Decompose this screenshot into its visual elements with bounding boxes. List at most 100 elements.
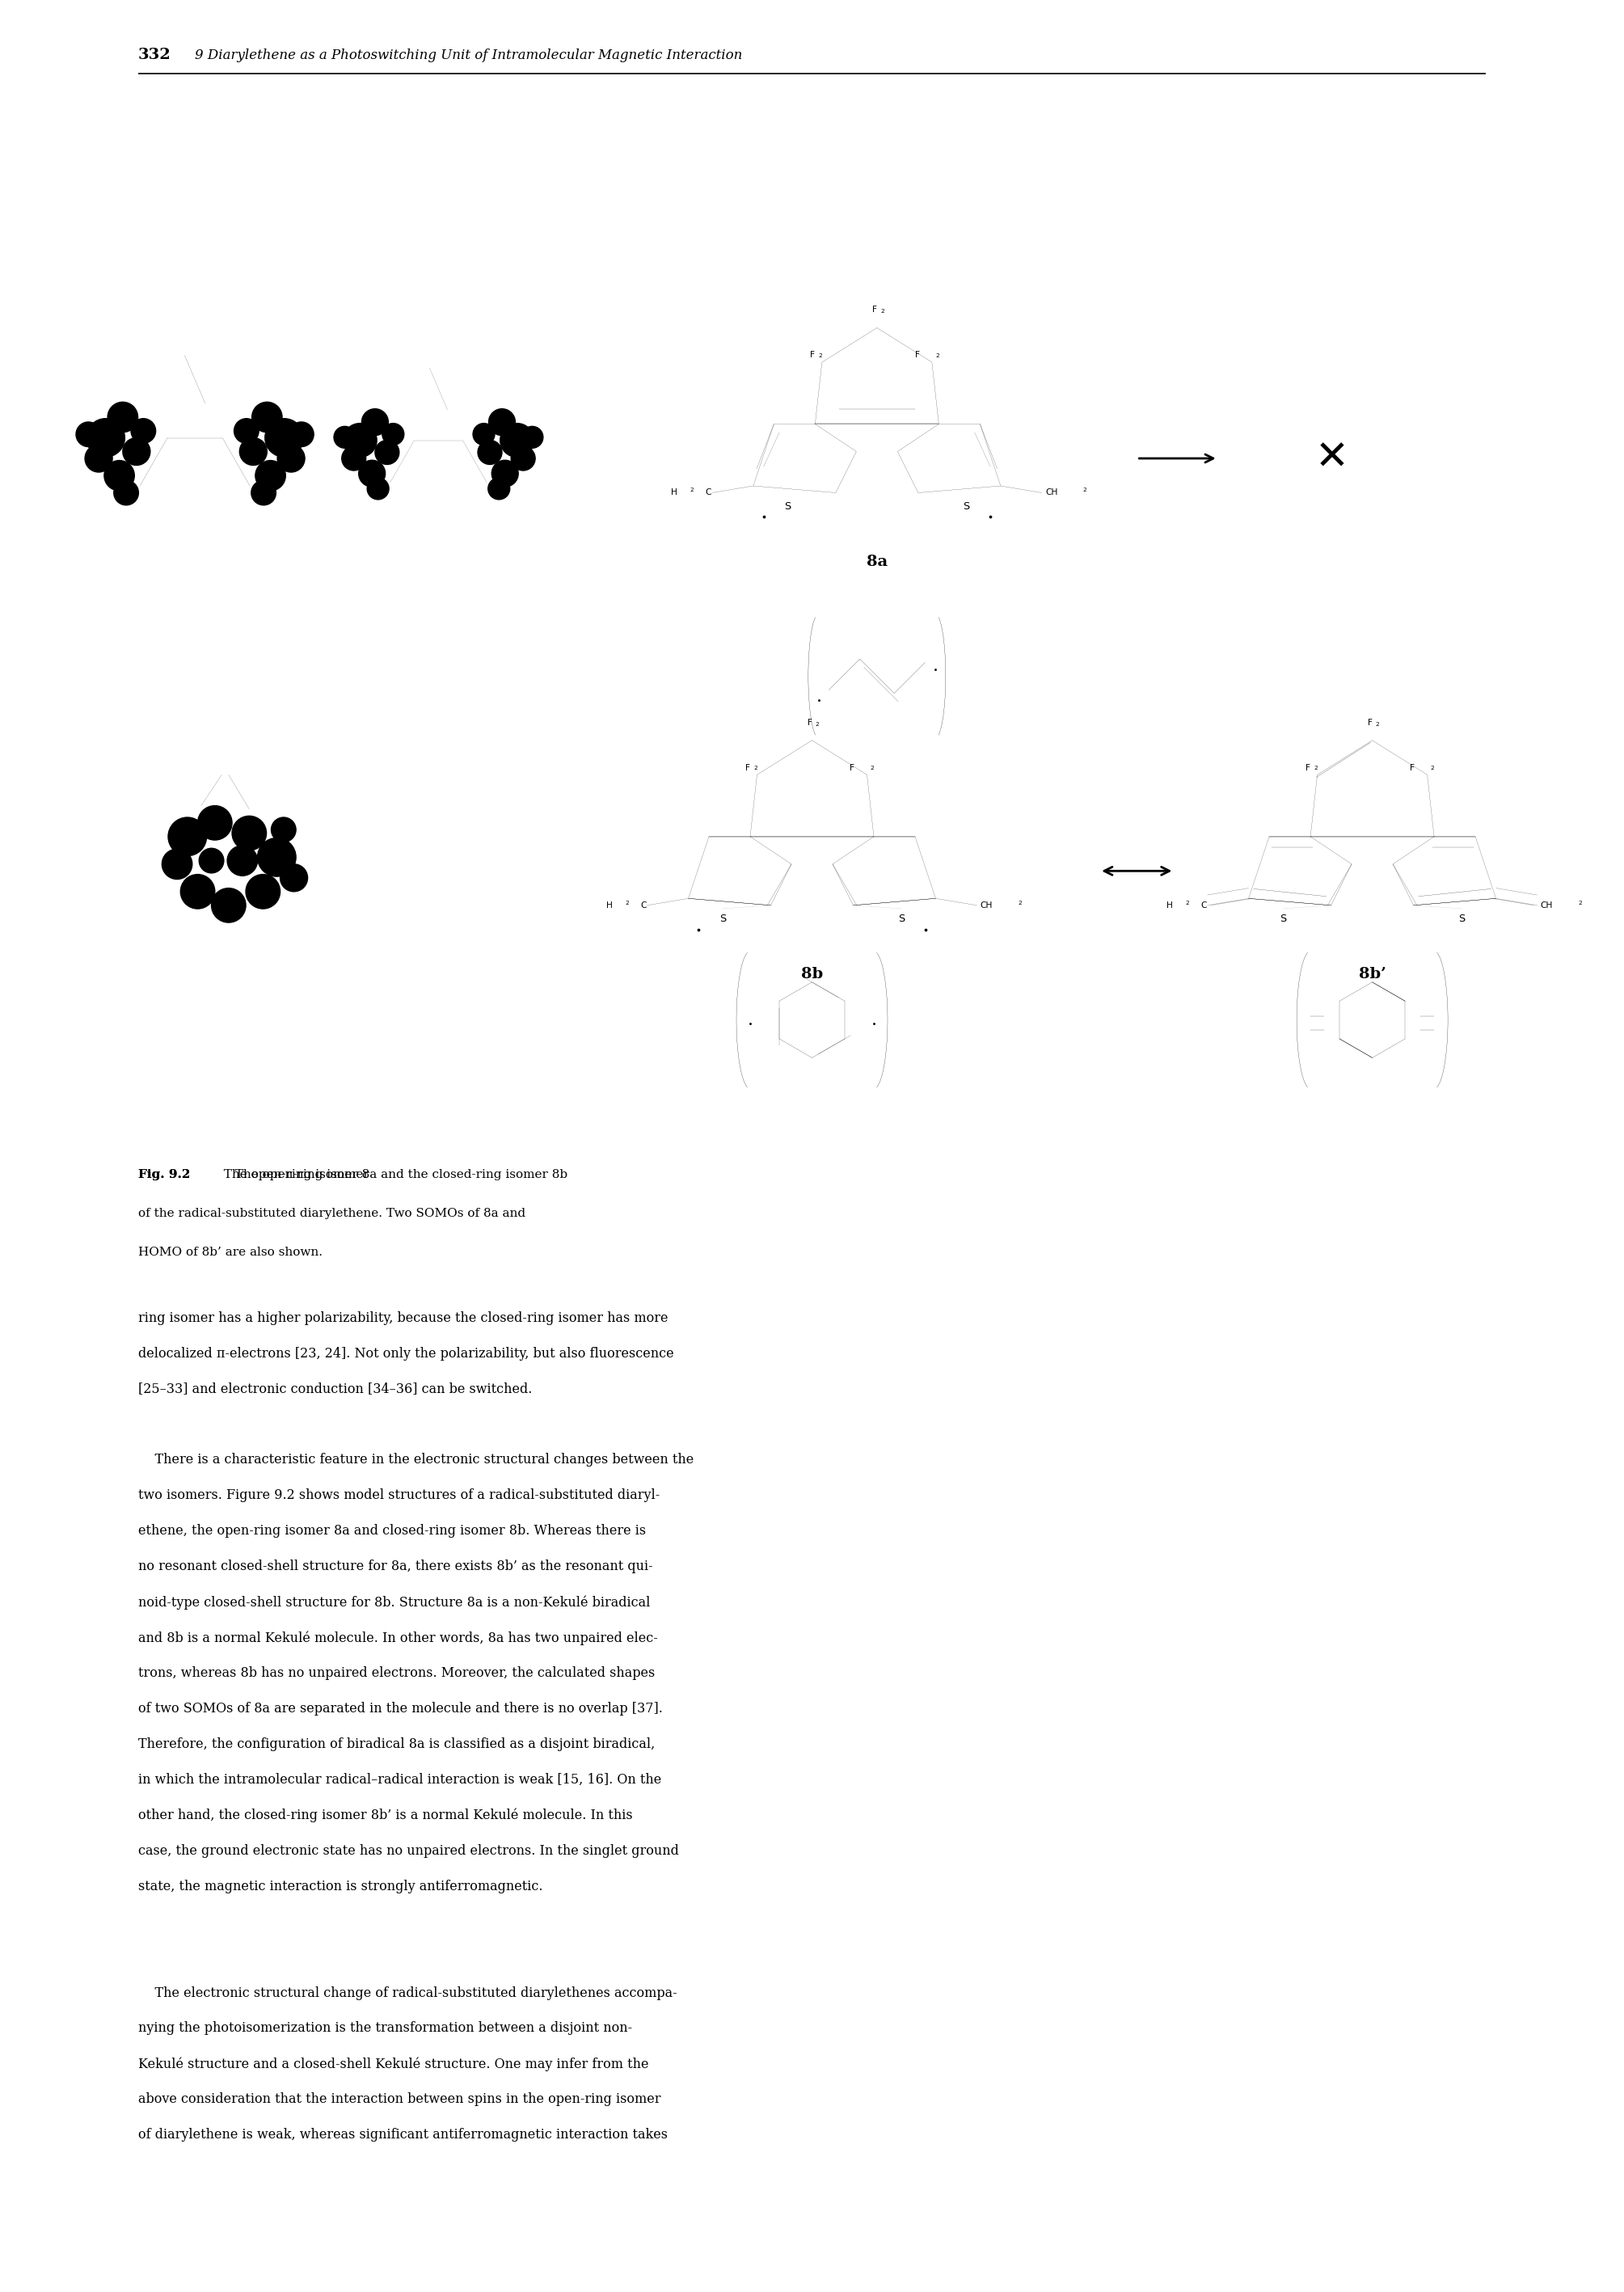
Text: S: S: [784, 502, 791, 511]
Circle shape: [211, 887, 245, 921]
Circle shape: [489, 477, 510, 500]
Text: 332: 332: [138, 48, 171, 62]
Circle shape: [375, 440, 400, 465]
Circle shape: [289, 422, 313, 447]
Circle shape: [278, 445, 305, 472]
Circle shape: [362, 408, 388, 435]
Text: F: F: [807, 720, 812, 727]
Circle shape: [281, 864, 307, 892]
Text: CH: CH: [1541, 901, 1553, 910]
Text: 2: 2: [1431, 766, 1434, 770]
Text: 2: 2: [935, 353, 939, 358]
Text: F: F: [914, 351, 919, 360]
Text: of diarylethene is weak, whereas significant antiferromagnetic interaction takes: of diarylethene is weak, whereas signifi…: [138, 2127, 667, 2141]
Circle shape: [104, 461, 135, 490]
Text: 2: 2: [880, 309, 883, 314]
Text: S: S: [1280, 915, 1286, 924]
Text: and 8b is a normal Kekulé molecule. In other words, 8a has two unpaired elec-: and 8b is a normal Kekulé molecule. In o…: [138, 1630, 658, 1646]
Circle shape: [265, 419, 304, 456]
Circle shape: [84, 445, 112, 472]
Text: 2: 2: [625, 901, 628, 905]
Text: F: F: [1367, 720, 1372, 727]
Circle shape: [341, 447, 365, 470]
Text: F: F: [1410, 763, 1415, 772]
Circle shape: [252, 401, 283, 433]
Text: two isomers. Figure 9.2 shows model structures of a radical-substituted diaryl-: two isomers. Figure 9.2 shows model stru…: [138, 1490, 659, 1501]
Circle shape: [198, 807, 232, 841]
Text: nying the photoisomerization is the transformation between a disjoint non-: nying the photoisomerization is the tran…: [138, 2022, 632, 2035]
Text: 2: 2: [1018, 901, 1021, 905]
Circle shape: [234, 419, 258, 442]
Text: F: F: [810, 351, 815, 360]
Circle shape: [382, 424, 404, 445]
Text: C: C: [640, 901, 646, 910]
Circle shape: [489, 408, 515, 435]
Text: noid-type closed-shell structure for 8b. Structure 8a is a non-Kekulé biradical: noid-type closed-shell structure for 8b.…: [138, 1595, 650, 1609]
Text: 2: 2: [1186, 901, 1189, 905]
Text: 2: 2: [818, 353, 822, 358]
Circle shape: [500, 424, 534, 456]
Text: 2: 2: [1083, 488, 1086, 493]
Circle shape: [227, 846, 258, 876]
Text: 2: 2: [815, 722, 818, 727]
Circle shape: [521, 426, 542, 449]
Circle shape: [114, 481, 138, 504]
Circle shape: [200, 848, 224, 873]
Circle shape: [335, 426, 356, 449]
Text: of the radical-substituted diarylethene. Two SOMOs of 8a and: of the radical-substituted diarylethene.…: [138, 1208, 525, 1219]
Circle shape: [512, 447, 536, 470]
Text: F: F: [1306, 763, 1311, 772]
Text: Fig. 9.2: Fig. 9.2: [138, 1169, 190, 1180]
Circle shape: [162, 848, 192, 880]
Circle shape: [123, 438, 149, 465]
Text: CH: CH: [981, 901, 992, 910]
Text: C: C: [705, 488, 711, 497]
Text: delocalized π-electrons [23, 24]. Not only the polarizability, but also fluoresc: delocalized π-electrons [23, 24]. Not on…: [138, 1345, 674, 1359]
Circle shape: [252, 481, 276, 504]
Text: 8b’: 8b’: [1359, 967, 1385, 981]
Text: ✕: ✕: [1315, 440, 1348, 477]
Circle shape: [132, 419, 156, 442]
Circle shape: [232, 816, 266, 850]
Text: state, the magnetic interaction is strongly antiferromagnetic.: state, the magnetic interaction is stron…: [138, 1879, 542, 1893]
Circle shape: [86, 419, 125, 456]
Text: 2: 2: [1314, 766, 1317, 770]
Text: Kekulé structure and a closed-shell Kekulé structure. One may infer from the: Kekulé structure and a closed-shell Keku…: [138, 2058, 648, 2072]
Text: CH: CH: [1046, 488, 1057, 497]
Text: 9 Diarylethene as a Photoswitching Unit of Intramolecular Magnetic Interaction: 9 Diarylethene as a Photoswitching Unit …: [195, 48, 742, 62]
Text: ring isomer has a higher polarizability, because the closed-ring isomer has more: ring isomer has a higher polarizability,…: [138, 1311, 667, 1325]
Text: S: S: [1458, 915, 1465, 924]
Text: Fig. 9.2: Fig. 9.2: [138, 1169, 190, 1180]
Circle shape: [255, 461, 286, 490]
Text: 2: 2: [870, 766, 874, 770]
Text: H: H: [1166, 901, 1173, 910]
Text: [25–33] and electronic conduction [34–36] can be switched.: [25–33] and electronic conduction [34–36…: [138, 1382, 533, 1396]
Circle shape: [169, 818, 206, 855]
Text: 8a: 8a: [866, 555, 888, 568]
Text: C: C: [1200, 901, 1207, 910]
Text: S: S: [898, 915, 905, 924]
Circle shape: [76, 422, 101, 447]
Text: 2: 2: [1376, 722, 1379, 727]
Text: F: F: [849, 763, 854, 772]
Text: Therefore, the configuration of biradical 8a is classified as a disjoint biradic: Therefore, the configuration of biradica…: [138, 1737, 654, 1751]
Text: 2: 2: [754, 766, 757, 770]
Text: ethene, the open-ring isomer 8a and closed-ring isomer 8b. Whereas there is: ethene, the open-ring isomer 8a and clos…: [138, 1524, 646, 1538]
Circle shape: [245, 873, 281, 908]
Circle shape: [367, 477, 388, 500]
Circle shape: [359, 461, 385, 486]
Text: H: H: [606, 901, 612, 910]
Text: 2: 2: [1579, 901, 1582, 905]
Text: The open-ring isomer 8a and the closed-ring isomer 8b: The open-ring isomer 8a and the closed-r…: [216, 1169, 568, 1180]
Text: 8b: 8b: [801, 967, 823, 981]
Text: in which the intramolecular radical–radical interaction is weak [15, 16]. On the: in which the intramolecular radical–radi…: [138, 1774, 661, 1785]
Text: other hand, the closed-ring isomer 8b’ is a normal Kekulé molecule. In this: other hand, the closed-ring isomer 8b’ i…: [138, 1808, 632, 1822]
Text: The open-ring isomer: The open-ring isomer: [227, 1169, 374, 1180]
Circle shape: [107, 401, 138, 433]
Text: HOMO of 8b’ are also shown.: HOMO of 8b’ are also shown.: [138, 1247, 322, 1258]
Circle shape: [492, 461, 518, 486]
Text: trons, whereas 8b has no unpaired electrons. Moreover, the calculated shapes: trons, whereas 8b has no unpaired electr…: [138, 1666, 654, 1680]
Circle shape: [473, 424, 495, 445]
Text: F: F: [745, 763, 750, 772]
Text: The electronic structural change of radical-substituted diarylethenes accompa-: The electronic structural change of radi…: [138, 1985, 677, 1999]
